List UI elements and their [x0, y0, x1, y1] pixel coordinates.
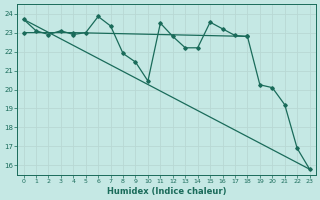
X-axis label: Humidex (Indice chaleur): Humidex (Indice chaleur): [107, 187, 226, 196]
